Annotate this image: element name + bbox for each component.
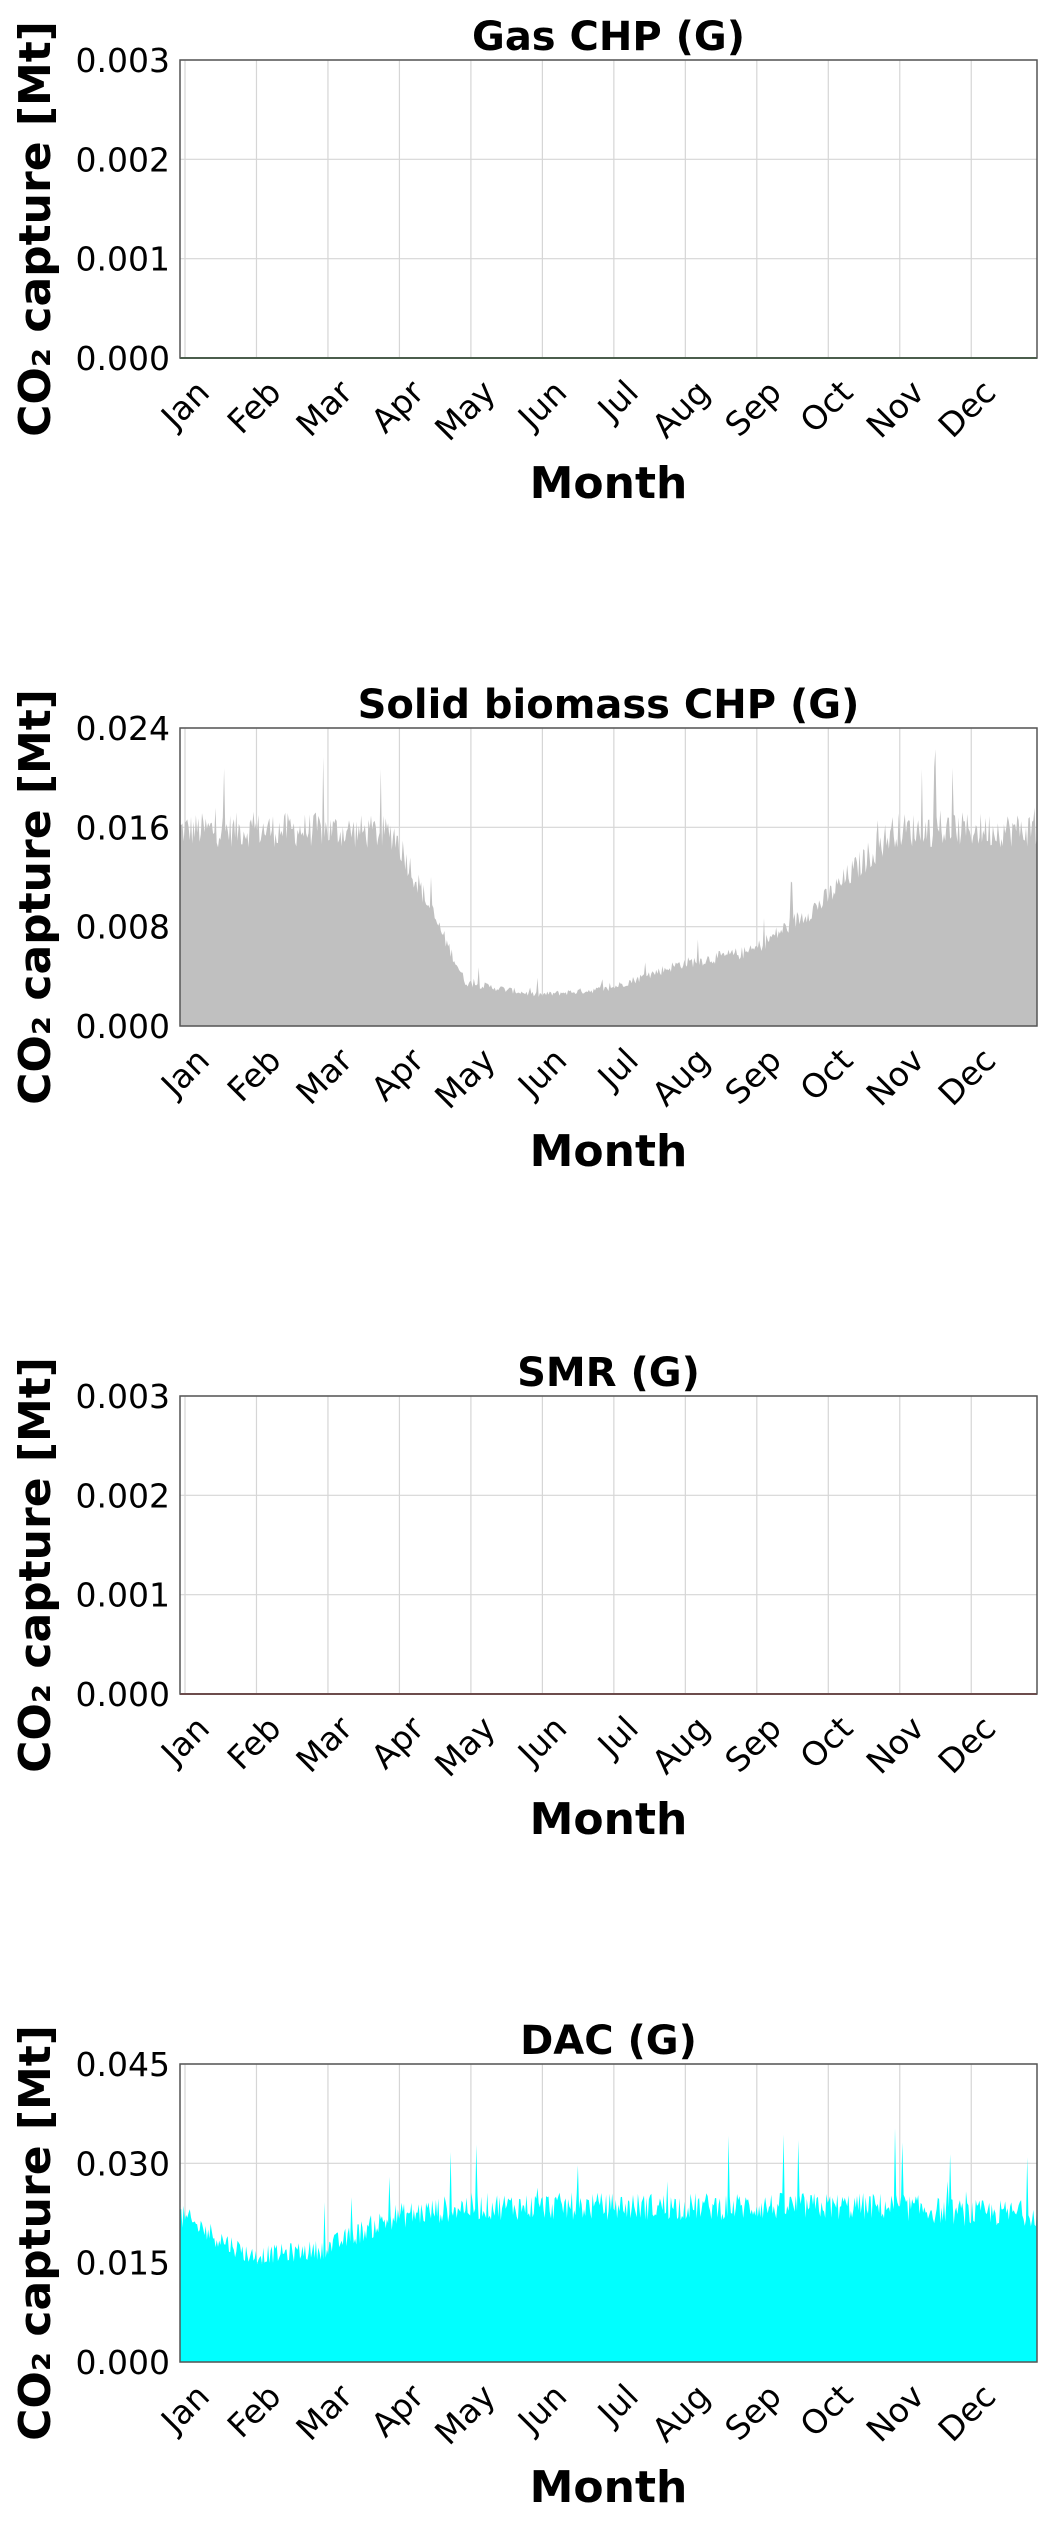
x-tick-label: Sep — [717, 2376, 789, 2448]
x-tick-label: Feb — [220, 372, 289, 441]
x-tick-label: Jan — [152, 2376, 217, 2441]
y-tick-label: 0.024 — [76, 709, 170, 748]
y-tick-label: 0.016 — [76, 808, 170, 847]
x-tick-label: Sep — [717, 1708, 789, 1780]
y-tick-label: 0.000 — [76, 1675, 170, 1714]
y-tick-label: 0.003 — [76, 41, 170, 80]
x-tick-label: Oct — [792, 1040, 860, 1108]
chart-title: DAC (G) — [520, 2018, 697, 2064]
chart-panel-2: Solid biomass CHP (G) 0.000 0.008 0.016 0.02… — [10, 682, 1038, 1177]
x-tick-label: Jan — [152, 1040, 217, 1105]
x-tick-label: Aug — [644, 372, 717, 445]
x-tick-label: Jun — [509, 2376, 574, 2441]
y-axis-label: CO₂ capture [Mt] — [10, 689, 61, 1105]
x-tick-label: Oct — [792, 2376, 860, 2444]
x-tick-label: Jul — [589, 1708, 646, 1765]
x-tick-label: Aug — [644, 2376, 717, 2449]
y-tick-label: 0.001 — [76, 240, 170, 279]
x-tick-label: Mar — [288, 372, 360, 444]
y-tick-label: 0.000 — [76, 1007, 170, 1046]
x-tick-label: Oct — [792, 1708, 860, 1776]
chart-title: Gas CHP (G) — [472, 14, 745, 60]
x-tick-label: Feb — [220, 2376, 289, 2445]
x-axis-label: Month — [530, 1126, 688, 1177]
x-tick-label: Sep — [717, 1040, 789, 1112]
x-tick-label: Apr — [363, 372, 431, 440]
x-tick-label: May — [427, 1708, 503, 1784]
series-area — [180, 2128, 1037, 2362]
x-tick-label: Jun — [509, 1708, 574, 1773]
x-tick-label: Dec — [931, 1708, 1004, 1781]
x-tick-label: Mar — [288, 1040, 360, 1112]
x-tick-label: Dec — [931, 1040, 1004, 1113]
x-tick-label: Nov — [859, 2376, 932, 2449]
y-tick-label: 0.030 — [76, 2144, 170, 2183]
x-tick-label: May — [427, 2376, 503, 2452]
y-axis-label: CO₂ capture [Mt] — [10, 1357, 61, 1773]
x-tick-label: Apr — [363, 1708, 431, 1776]
y-tick-label: 0.001 — [76, 1576, 170, 1615]
x-tick-label: Jul — [589, 372, 646, 429]
y-tick-label: 0.045 — [76, 2045, 170, 2084]
x-tick-label: Jun — [509, 1040, 574, 1105]
x-tick-label: May — [427, 1040, 503, 1116]
x-tick-label: Jan — [152, 372, 217, 437]
x-tick-label: Sep — [717, 372, 789, 444]
x-tick-label: Apr — [363, 1040, 431, 1108]
x-tick-label: Dec — [931, 372, 1004, 445]
x-tick-label: Apr — [363, 2376, 431, 2444]
x-tick-label: Mar — [288, 2376, 360, 2448]
x-tick-label: Jul — [589, 1040, 646, 1097]
x-tick-label: Aug — [644, 1708, 717, 1781]
x-tick-label: Nov — [859, 1708, 932, 1781]
x-tick-label: Feb — [220, 1708, 289, 1777]
chart-title: Solid biomass CHP (G) — [358, 682, 860, 728]
y-axis-label: CO₂ capture [Mt] — [10, 2025, 61, 2441]
x-tick-label: Mar — [288, 1708, 360, 1780]
x-tick-label: Jan — [152, 1708, 217, 1773]
y-tick-label: 0.003 — [76, 1377, 170, 1416]
x-tick-label: Dec — [931, 2376, 1004, 2449]
plot-frame — [179, 1395, 1038, 1695]
x-axis-label: Month — [530, 1794, 688, 1845]
series-area — [180, 749, 1037, 1026]
chart-panel-1: Gas CHP (G) 0.000 0.001 0.002 0.003 Jan Feb Mar… — [10, 14, 1038, 509]
y-axis-label: CO₂ capture [Mt] — [10, 21, 61, 437]
y-tick-label: 0.002 — [76, 1476, 170, 1515]
y-tick-label: 0.015 — [76, 2244, 170, 2283]
x-tick-label: Oct — [792, 372, 860, 440]
y-tick-label: 0.000 — [76, 339, 170, 378]
y-tick-label: 0.000 — [76, 2343, 170, 2382]
x-axis-label: Month — [530, 2462, 688, 2513]
x-tick-label: Nov — [859, 1040, 932, 1113]
plot-frame — [179, 727, 1038, 1027]
x-tick-label: May — [427, 372, 503, 448]
plot-frame — [179, 59, 1038, 359]
x-tick-label: Nov — [859, 372, 932, 445]
x-tick-label: Jun — [509, 372, 574, 437]
chart-title: SMR (G) — [517, 1350, 700, 1396]
plot-frame — [179, 2063, 1038, 2363]
y-tick-label: 0.008 — [76, 908, 170, 947]
x-tick-label: Feb — [220, 1040, 289, 1109]
y-tick-label: 0.002 — [76, 140, 170, 179]
x-axis-label: Month — [530, 458, 688, 509]
x-tick-label: Aug — [644, 1040, 717, 1113]
x-tick-label: Jul — [589, 2376, 646, 2433]
